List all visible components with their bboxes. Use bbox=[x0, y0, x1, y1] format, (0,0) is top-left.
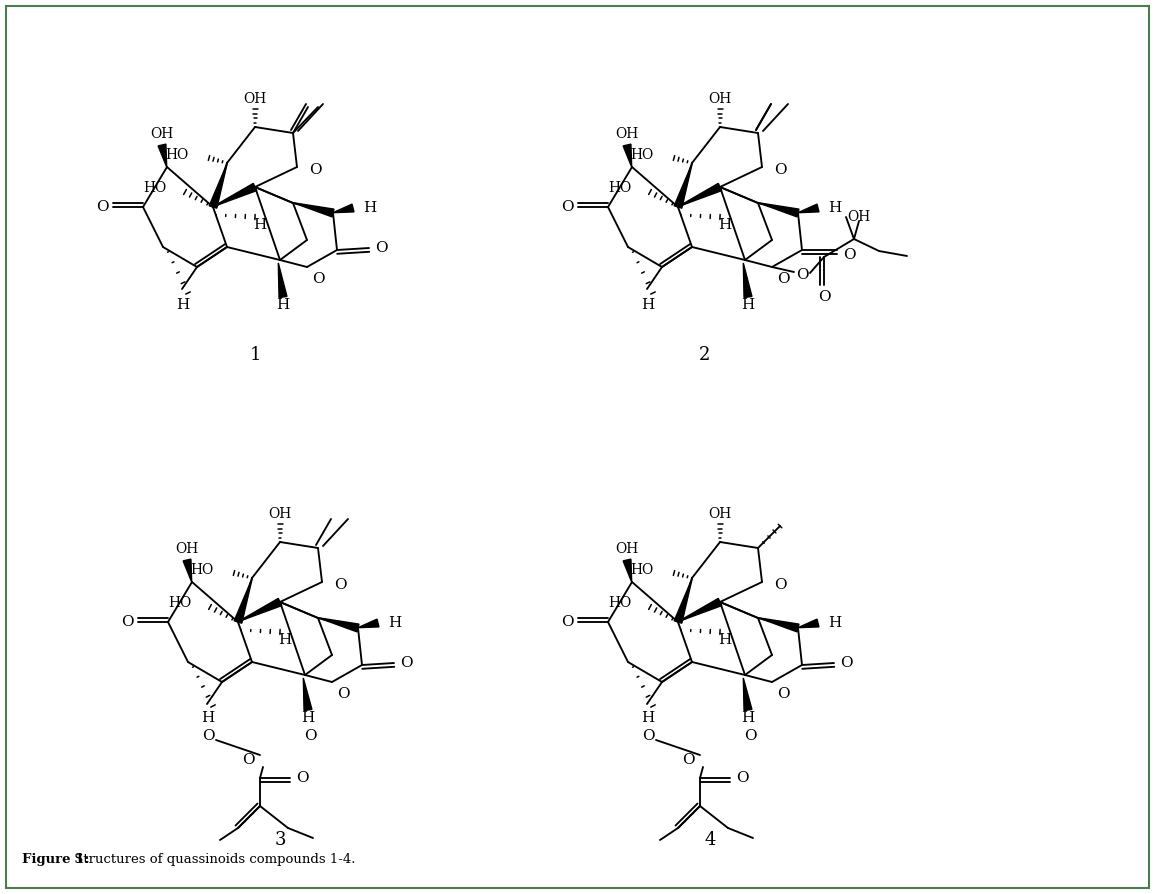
Text: H: H bbox=[253, 218, 267, 232]
Text: OH: OH bbox=[708, 92, 731, 106]
Text: Structures of quassinoids compounds 1-4.: Structures of quassinoids compounds 1-4. bbox=[70, 854, 356, 866]
Text: O: O bbox=[337, 687, 350, 701]
Text: H: H bbox=[742, 298, 754, 312]
Polygon shape bbox=[333, 204, 353, 213]
Text: O: O bbox=[202, 729, 215, 743]
Polygon shape bbox=[678, 183, 722, 207]
Text: OH: OH bbox=[244, 92, 267, 106]
Polygon shape bbox=[744, 678, 752, 711]
Polygon shape bbox=[758, 618, 799, 632]
Text: O: O bbox=[296, 771, 308, 785]
Text: O: O bbox=[642, 729, 655, 743]
Text: H: H bbox=[641, 298, 655, 312]
Polygon shape bbox=[238, 598, 282, 621]
Polygon shape bbox=[758, 203, 799, 217]
Text: O: O bbox=[374, 241, 387, 255]
Text: 3: 3 bbox=[274, 831, 285, 849]
Text: O: O bbox=[736, 771, 748, 785]
Polygon shape bbox=[234, 578, 252, 623]
Text: O: O bbox=[843, 248, 856, 262]
Text: H: H bbox=[276, 298, 290, 312]
Text: O: O bbox=[312, 272, 325, 286]
Text: H: H bbox=[177, 298, 189, 312]
Text: HO: HO bbox=[166, 148, 189, 162]
Text: O: O bbox=[744, 729, 757, 743]
Text: OH: OH bbox=[616, 542, 639, 556]
Text: OH: OH bbox=[268, 507, 291, 521]
Text: OH: OH bbox=[616, 127, 639, 141]
Text: HO: HO bbox=[631, 148, 654, 162]
Text: OH: OH bbox=[176, 542, 199, 556]
Text: O: O bbox=[681, 753, 694, 767]
Polygon shape bbox=[304, 678, 312, 711]
Polygon shape bbox=[278, 263, 286, 298]
Polygon shape bbox=[623, 559, 632, 582]
Text: HO: HO bbox=[609, 181, 632, 195]
Polygon shape bbox=[798, 620, 819, 628]
Polygon shape bbox=[358, 620, 379, 628]
Text: H: H bbox=[301, 711, 314, 725]
Text: HO: HO bbox=[631, 563, 654, 577]
Polygon shape bbox=[744, 263, 752, 298]
Text: OH: OH bbox=[150, 127, 173, 141]
Text: O: O bbox=[560, 200, 573, 214]
Text: H: H bbox=[828, 616, 841, 630]
Text: O: O bbox=[796, 268, 808, 282]
Text: O: O bbox=[304, 729, 316, 743]
Polygon shape bbox=[293, 203, 334, 217]
Text: O: O bbox=[120, 615, 133, 629]
Polygon shape bbox=[318, 618, 359, 632]
Text: O: O bbox=[334, 578, 346, 592]
Text: H: H bbox=[718, 218, 731, 232]
Text: HO: HO bbox=[609, 596, 632, 610]
Text: O: O bbox=[774, 578, 787, 592]
Text: H: H bbox=[278, 633, 291, 647]
Polygon shape bbox=[184, 559, 192, 582]
Text: O: O bbox=[310, 163, 321, 177]
Text: O: O bbox=[774, 163, 787, 177]
Text: O: O bbox=[840, 656, 852, 670]
Text: HO: HO bbox=[191, 563, 214, 577]
Text: 2: 2 bbox=[699, 346, 710, 364]
Polygon shape bbox=[209, 163, 228, 208]
Polygon shape bbox=[675, 578, 692, 623]
Text: O: O bbox=[96, 200, 109, 214]
Text: O: O bbox=[241, 753, 254, 767]
Text: O: O bbox=[818, 290, 830, 304]
Text: H: H bbox=[718, 633, 731, 647]
Text: H: H bbox=[828, 201, 841, 215]
Text: H: H bbox=[641, 711, 655, 725]
Text: OH: OH bbox=[848, 210, 871, 224]
Polygon shape bbox=[158, 144, 166, 167]
Text: Figure 1:: Figure 1: bbox=[22, 854, 89, 866]
Polygon shape bbox=[623, 144, 632, 167]
Text: HO: HO bbox=[169, 596, 192, 610]
Text: H: H bbox=[742, 711, 754, 725]
Polygon shape bbox=[678, 598, 722, 621]
Text: O: O bbox=[400, 656, 412, 670]
Text: O: O bbox=[560, 615, 573, 629]
Text: H: H bbox=[388, 616, 401, 630]
Polygon shape bbox=[675, 163, 692, 208]
Polygon shape bbox=[798, 204, 819, 213]
Text: 1: 1 bbox=[249, 346, 261, 364]
Text: O: O bbox=[777, 687, 790, 701]
Text: O: O bbox=[777, 272, 790, 286]
Text: HO: HO bbox=[143, 181, 167, 195]
Text: 4: 4 bbox=[705, 831, 716, 849]
Text: H: H bbox=[363, 201, 377, 215]
Text: H: H bbox=[201, 711, 215, 725]
Polygon shape bbox=[213, 183, 256, 207]
Text: OH: OH bbox=[708, 507, 731, 521]
